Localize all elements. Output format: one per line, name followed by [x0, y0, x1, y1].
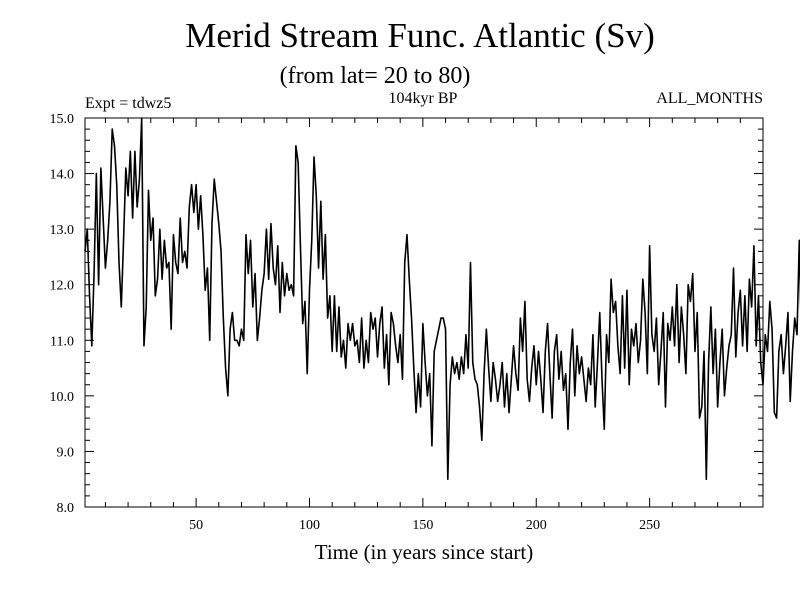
- y-tick-label: 14.0: [50, 168, 75, 183]
- x-axis-label: Time (in years since start): [315, 540, 534, 564]
- x-tick-label: 50: [189, 518, 203, 533]
- y-tick-label: 11.0: [50, 334, 74, 349]
- months-label: ALL_MONTHS: [656, 90, 763, 107]
- y-tick-label: 8.0: [57, 501, 75, 516]
- chart-title: Merid Stream Func. Atlantic (Sv): [185, 16, 655, 55]
- y-tick-label: 12.0: [50, 279, 75, 294]
- y-tick-label: 10.0: [50, 390, 75, 405]
- y-tick-label: 9.0: [57, 445, 75, 460]
- x-tick-label: 250: [639, 518, 660, 533]
- x-tick-label: 100: [299, 518, 320, 533]
- period-label: 104kyr BP: [389, 90, 458, 107]
- chart-subtitle: (from lat= 20 to 80): [280, 63, 471, 89]
- x-tick-label: 200: [526, 518, 547, 533]
- x-tick-label: 150: [412, 518, 433, 533]
- y-tick-label: 13.0: [50, 223, 75, 238]
- y-tick-label: 15.0: [50, 112, 75, 127]
- axis-ticks: [85, 117, 763, 508]
- experiment-label: Expt = tdwz5: [85, 95, 171, 112]
- plot-frame: [84, 117, 764, 508]
- tick-labels: 50 100 150 200 250 8.0 9.0 10.0 11.0 12.0 13.0 14.0…: [50, 112, 661, 533]
- series-line: [84, 117, 800, 481]
